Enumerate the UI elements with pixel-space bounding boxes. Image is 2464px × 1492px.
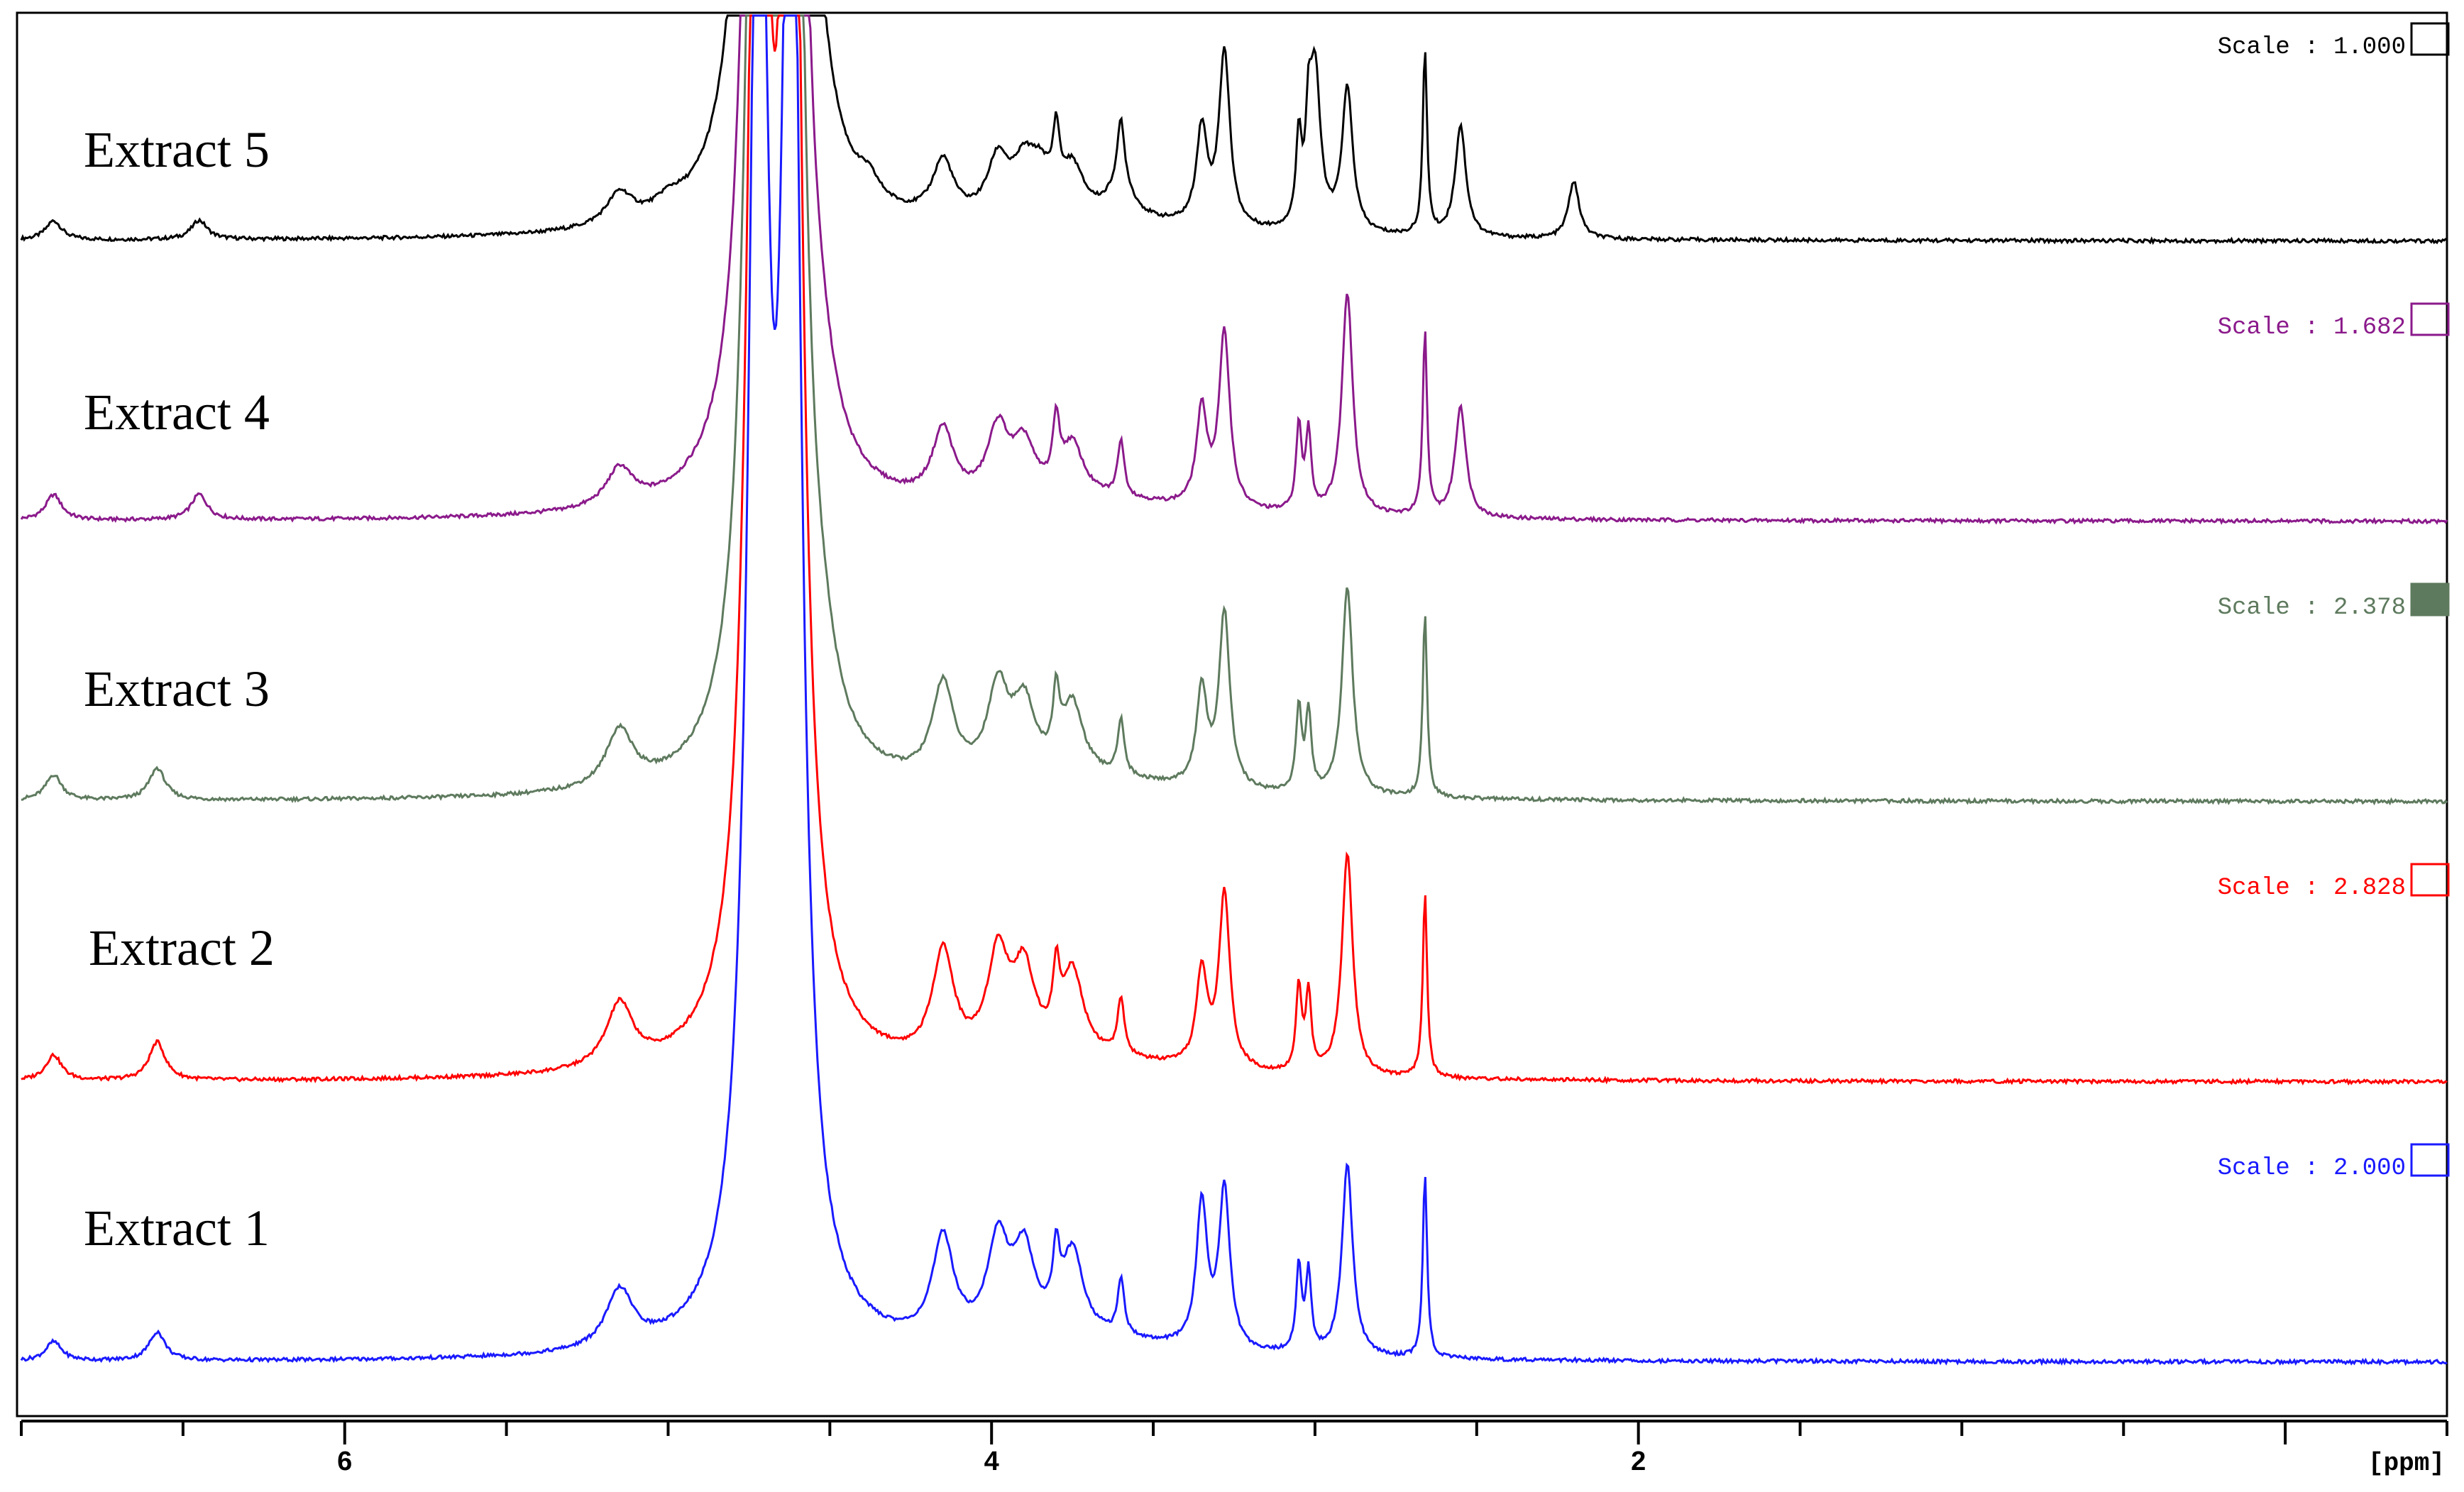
x-tick-label-6: 6: [337, 1447, 352, 1476]
scale-label-3: Scale : 2.378: [2218, 595, 2406, 621]
scale-box-1: [2410, 22, 2450, 56]
x-tick-label-2: 2: [1631, 1447, 1646, 1476]
spectrum-line-1: [20, 14, 2448, 245]
x-axis-unit-label: [ppm]: [2368, 1449, 2445, 1478]
spectra-layer: [20, 14, 2448, 1366]
x-tick-label-4: 4: [984, 1447, 999, 1476]
labels-layer: Extract 5 Scale : 1.000 Extract 4 Scale : 1…: [84, 22, 2450, 1256]
extract-label-2: Extract 4: [84, 384, 270, 441]
scale-box-3: [2410, 582, 2450, 617]
scale-label-2: Scale : 1.682: [2218, 314, 2406, 341]
scale-label-5: Scale : 2.000: [2218, 1155, 2406, 1182]
scale-box-2: [2410, 302, 2450, 336]
scale-box-5: [2410, 1143, 2450, 1177]
spectrum-line-3: [21, 14, 2448, 806]
spectrum-line-5: [20, 14, 2448, 1366]
extract-label-4: Extract 2: [89, 919, 275, 976]
plot-frame: [16, 11, 2448, 1418]
scale-label-1: Scale : 1.000: [2218, 34, 2406, 61]
scale-label-4: Scale : 2.828: [2218, 875, 2406, 902]
extract-label-5: Extract 1: [84, 1200, 270, 1256]
extract-label-3: Extract 3: [84, 661, 270, 717]
spectrum-line-2: [20, 14, 2448, 525]
spectrum-line-4: [21, 14, 2448, 1086]
scale-box-4: [2410, 863, 2450, 897]
x-axis: [ppm] 6 4 2: [20, 1420, 2448, 1478]
extract-label-1: Extract 5: [84, 121, 270, 178]
